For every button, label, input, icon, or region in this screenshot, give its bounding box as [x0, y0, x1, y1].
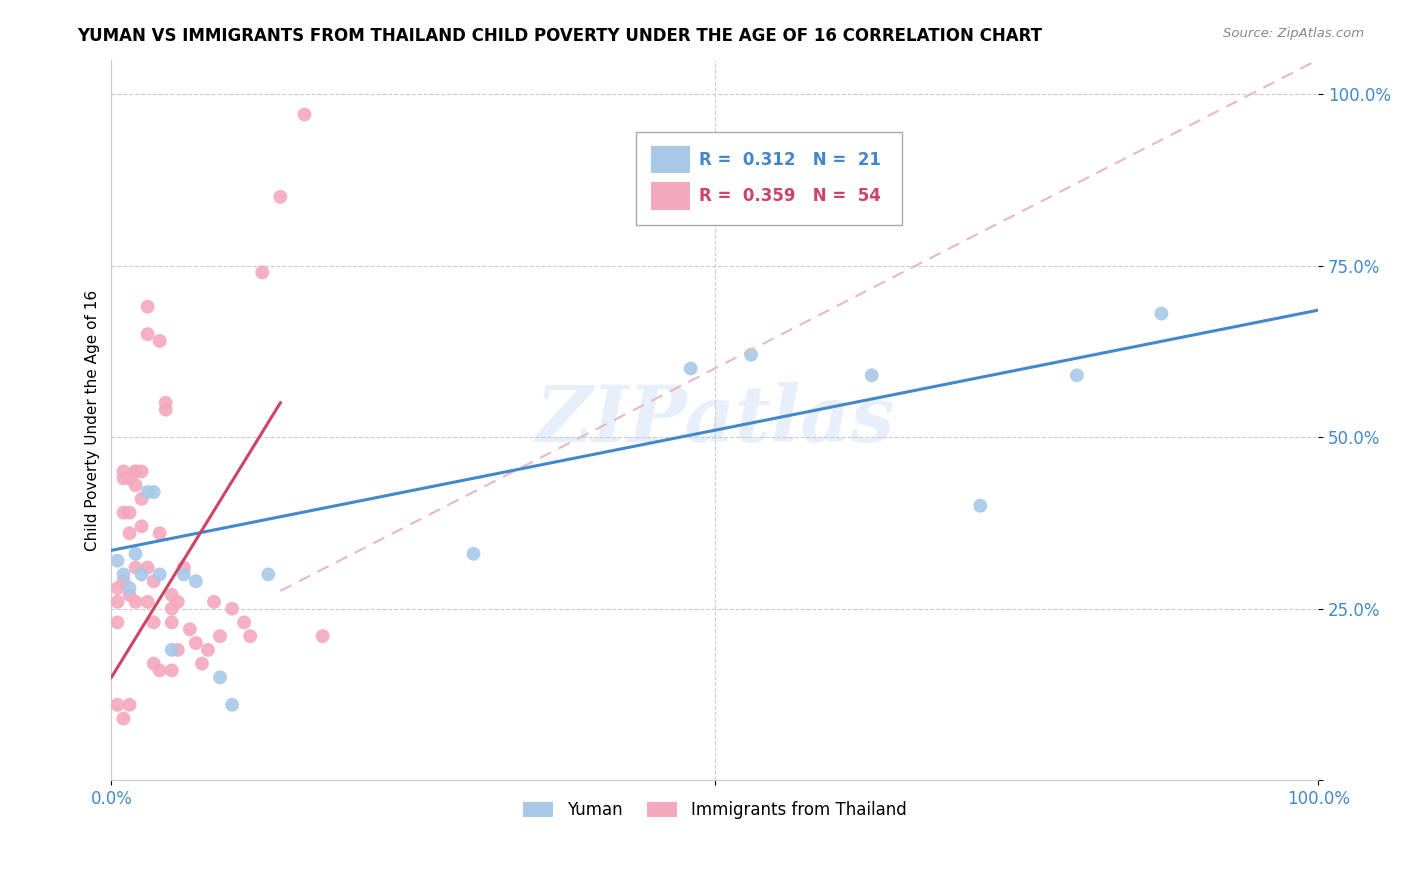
Point	[221, 698, 243, 712]
Point	[184, 574, 207, 589]
Point	[155, 402, 177, 417]
Point	[252, 265, 274, 279]
Point	[124, 478, 146, 492]
Point	[160, 588, 183, 602]
Point	[149, 567, 172, 582]
Point	[233, 615, 256, 630]
Point	[124, 547, 146, 561]
Point	[1150, 307, 1173, 321]
Point	[166, 595, 188, 609]
Point	[124, 465, 146, 479]
Point	[160, 664, 183, 678]
Point	[208, 670, 231, 684]
Y-axis label: Child Poverty Under the Age of 16: Child Poverty Under the Age of 16	[86, 289, 100, 550]
Point	[136, 327, 159, 342]
Point	[118, 471, 141, 485]
Point	[149, 664, 172, 678]
Point	[221, 601, 243, 615]
Point	[197, 643, 219, 657]
Point	[257, 567, 280, 582]
Point	[149, 526, 172, 541]
Point	[311, 629, 333, 643]
Point	[118, 581, 141, 595]
Text: R =  0.312   N =  21: R = 0.312 N = 21	[699, 151, 882, 169]
Point	[860, 368, 883, 383]
Point	[239, 629, 262, 643]
Point	[969, 499, 991, 513]
Point	[107, 554, 129, 568]
Legend: Yuman, Immigrants from Thailand: Yuman, Immigrants from Thailand	[516, 795, 912, 826]
Point	[118, 506, 141, 520]
Point	[112, 506, 135, 520]
Point	[179, 622, 201, 636]
Bar	[651, 146, 689, 173]
Text: R =  0.359   N =  54: R = 0.359 N = 54	[699, 186, 882, 205]
Point	[149, 334, 172, 348]
Point	[155, 396, 177, 410]
Point	[118, 526, 141, 541]
Point	[131, 519, 153, 533]
Point	[463, 547, 485, 561]
Point	[294, 107, 316, 121]
Point	[107, 698, 129, 712]
Point	[112, 574, 135, 589]
Point	[131, 491, 153, 506]
Point	[208, 629, 231, 643]
Point	[118, 698, 141, 712]
Point	[118, 588, 141, 602]
Point	[124, 595, 146, 609]
Text: Source: ZipAtlas.com: Source: ZipAtlas.com	[1223, 27, 1364, 40]
Point	[136, 560, 159, 574]
Point	[142, 485, 165, 500]
Point	[112, 471, 135, 485]
Point	[131, 567, 153, 582]
Point	[131, 465, 153, 479]
Text: ZIPatlas: ZIPatlas	[536, 382, 894, 458]
Point	[173, 560, 195, 574]
Point	[202, 595, 225, 609]
Point	[112, 465, 135, 479]
Point	[173, 567, 195, 582]
Point	[191, 657, 214, 671]
Point	[184, 636, 207, 650]
Point	[166, 643, 188, 657]
Point	[142, 657, 165, 671]
Point	[142, 574, 165, 589]
Point	[136, 300, 159, 314]
Point	[269, 190, 291, 204]
Point	[1066, 368, 1088, 383]
Point	[740, 348, 762, 362]
Point	[160, 601, 183, 615]
Point	[142, 615, 165, 630]
Bar	[651, 182, 689, 210]
Point	[160, 615, 183, 630]
Point	[124, 465, 146, 479]
Point	[679, 361, 702, 376]
Point	[112, 712, 135, 726]
Point	[107, 581, 129, 595]
Bar	[637, 132, 901, 226]
Point	[136, 595, 159, 609]
Point	[112, 567, 135, 582]
Text: YUMAN VS IMMIGRANTS FROM THAILAND CHILD POVERTY UNDER THE AGE OF 16 CORRELATION : YUMAN VS IMMIGRANTS FROM THAILAND CHILD …	[77, 27, 1042, 45]
Point	[124, 560, 146, 574]
Point	[107, 595, 129, 609]
Point	[160, 643, 183, 657]
Point	[107, 615, 129, 630]
Point	[136, 485, 159, 500]
